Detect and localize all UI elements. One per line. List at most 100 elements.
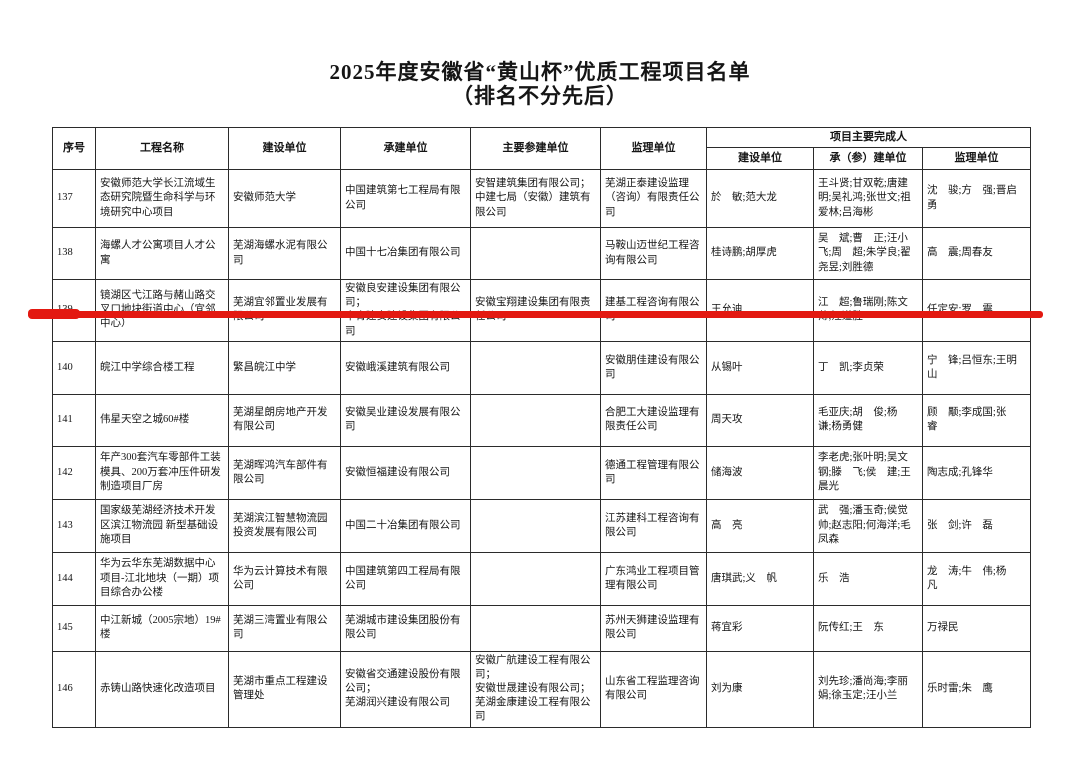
cell-index: 146: [52, 650, 96, 728]
cell-builder: 芜湖滨江智慧物流园投资发展有限公司: [228, 498, 341, 553]
table-row: 137 安徽师范大学长江流域生态研究院暨生命科学与环境研究中心项目 安徽师范大学…: [52, 169, 1032, 228]
cell-participants: 安智建筑集团有限公司； 中建七局（安徽）建筑有限公司: [470, 169, 601, 228]
cell-completer-builder: 周天攻: [706, 393, 814, 447]
col-header-participants: 主要参建单位: [470, 127, 601, 170]
cell-supervisor: 广东鸿业工程项目管理有限公司: [600, 551, 707, 606]
red-underline-annotation: [28, 309, 1043, 319]
table-row: 145 中江新城（2005宗地）19#楼 芜湖三湾置业有限公司 芜湖城市建设集团…: [52, 604, 1032, 652]
cell-participants: 安徽广航建设工程有限公司； 安徽世晟建设有限公司； 芜湖金康建设工程有限公司: [470, 650, 601, 728]
col-header-completers-supervisor: 监理单位: [921, 147, 1032, 170]
cell-completer-supervisor: 龙 涛;牛 伟;杨 凡: [921, 551, 1032, 606]
cell-completer-contractor: 乐 浩: [813, 551, 923, 606]
cell-completer-contractor: 阮传红;王 东: [813, 604, 923, 652]
cell-completer-supervisor: 万禄民: [921, 604, 1032, 652]
cell-builder: 芜湖三湾置业有限公司: [228, 604, 341, 652]
cell-contractor: 安徽良安建设集团有限公司； 中青建安建设集团有限公司: [340, 279, 471, 342]
cell-contractor: 中国建筑第四工程局有限公司: [340, 551, 471, 606]
col-header-index: 序号: [52, 127, 96, 170]
table-row: 141 伟星天空之城60#楼 芜湖星朗房地产开发有限公司 安徽吴业建设发展有限公…: [52, 393, 1032, 447]
cell-index: 141: [52, 393, 96, 447]
cell-index: 138: [52, 227, 96, 280]
cell-completer-supervisor: 宁 锋;吕恒东;王明山: [921, 340, 1032, 395]
cell-completer-supervisor: 任定安;罗 震: [921, 279, 1032, 342]
cell-supervisor: 江苏建科工程咨询有限公司: [600, 498, 707, 553]
cell-completer-contractor: 刘先珍;潘尚海;李丽娟;徐玉定;汪小兰: [813, 650, 923, 728]
cell-project: 皖江中学综合楼工程: [95, 340, 229, 395]
table-row: 140 皖江中学综合楼工程 繁昌皖江中学 安徽峨溪建筑有限公司 安徽朋佳建设有限…: [52, 340, 1032, 395]
cell-project: 华为云华东芜湖数据中心项目-江北地块（一期）项目综合办公楼: [95, 551, 229, 606]
cell-supervisor: 合肥工大建设监理有限责任公司: [600, 393, 707, 447]
cell-completer-contractor: 毛亚庆;胡 俊;杨 谦;杨勇健: [813, 393, 923, 447]
cell-contractor: 安徽吴业建设发展有限公司: [340, 393, 471, 447]
cell-participants: [470, 551, 601, 606]
cell-builder: 芜湖市重点工程建设管理处: [228, 650, 341, 728]
cell-builder: 华为云计算技术有限公司: [228, 551, 341, 606]
table-row: 142 年产300套汽车零部件工装模具、200万套冲压件研发制造项目厂房 芜湖晖…: [52, 445, 1032, 500]
cell-completer-contractor: 吴 斌;曹 正;汪小飞;周 超;朱学良;翟尧昱;刘胜德: [813, 227, 923, 280]
cell-completer-builder: 储海波: [706, 445, 814, 500]
cell-builder: 芜湖海螺水泥有限公司: [228, 227, 341, 280]
cell-contractor: 中国十七冶集团有限公司: [340, 227, 471, 280]
col-header-completers-group: 项目主要完成人: [705, 127, 1032, 148]
table-row: 138 海螺人才公寓项目人才公寓 芜湖海螺水泥有限公司 中国十七冶集团有限公司 …: [52, 227, 1032, 280]
cell-supervisor: 山东省工程监理咨询有限公司: [600, 650, 707, 728]
cell-contractor: 中国建筑第七工程局有限公司: [340, 169, 471, 228]
cell-project: 伟星天空之城60#楼: [95, 393, 229, 447]
cell-participants: 安徽宝翔建设集团有限责任公司: [470, 279, 601, 342]
page-title: 2025年度安徽省“黄山杯”优质工程项目名单: [329, 60, 751, 84]
cell-participants: [470, 445, 601, 500]
cell-completer-contractor: 丁 凯;李贞荣: [813, 340, 923, 395]
project-list-table: 序号 工程名称 建设单位 承建单位 主要参建单位 监理单位 项目主要完成人 建设…: [52, 127, 1032, 728]
col-header-completers-contractor: 承（参）建单位: [813, 147, 923, 170]
cell-completer-builder: 从锡叶: [706, 340, 814, 395]
cell-completer-builder: 高 亮: [706, 498, 814, 553]
cell-index: 144: [52, 551, 96, 606]
cell-project: 国家级芜湖经济技术开发区滨江物流园 新型基础设施项目: [95, 498, 229, 553]
cell-participants: [470, 393, 601, 447]
cell-builder: 安徽师范大学: [228, 169, 341, 228]
cell-supervisor: 德通工程管理有限公司: [600, 445, 707, 500]
cell-project: 安徽师范大学长江流域生态研究院暨生命科学与环境研究中心项目: [95, 169, 229, 228]
cell-index: 142: [52, 445, 96, 500]
cell-project: 海螺人才公寓项目人才公寓: [95, 227, 229, 280]
col-header-project: 工程名称: [95, 127, 229, 170]
cell-contractor: 安徽恒福建设有限公司: [340, 445, 471, 500]
document-title-block: 2025年度安徽省“黄山杯”优质工程项目名单 （排名不分先后）: [0, 60, 1080, 108]
cell-completer-builder: 桂诗鹏;胡厚虎: [706, 227, 814, 280]
cell-project: 镜湖区弋江路与赭山路交叉口地块街道中心（宜邻中心）: [95, 279, 229, 342]
cell-completer-contractor: 王斗贤;甘双乾;唐建明;吴礼鸿;张世文;祖爱林;吕海彬: [813, 169, 923, 228]
table-row: 144 华为云华东芜湖数据中心项目-江北地块（一期）项目综合办公楼 华为云计算技…: [52, 551, 1032, 606]
cell-index: 145: [52, 604, 96, 652]
cell-index: 143: [52, 498, 96, 553]
cell-builder: 芜湖晖鸿汽车部件有限公司: [228, 445, 341, 500]
page-subtitle: （排名不分先后）: [452, 84, 628, 108]
cell-completer-supervisor: 陶志成;孔锋华: [921, 445, 1032, 500]
cell-builder: 芜湖星朗房地产开发有限公司: [228, 393, 341, 447]
cell-supervisor: 安徽朋佳建设有限公司: [600, 340, 707, 395]
cell-builder: 繁昌皖江中学: [228, 340, 341, 395]
cell-completer-builder: 蒋宜彩: [706, 604, 814, 652]
cell-completer-builder: 刘为康: [706, 650, 814, 728]
cell-project: 中江新城（2005宗地）19#楼: [95, 604, 229, 652]
cell-completer-contractor: 李老虎;张叶明;吴文钢;滕 飞;侯 建;王晨光: [813, 445, 923, 500]
cell-completer-builder: 王允迪: [706, 279, 814, 342]
cell-completer-supervisor: 高 震;周春友: [921, 227, 1032, 280]
cell-participants: [470, 498, 601, 553]
cell-completer-supervisor: 顾 颙;李成国;张 睿: [921, 393, 1032, 447]
cell-completer-supervisor: 乐时雷;朱 鹰: [921, 650, 1032, 728]
col-header-contractor: 承建单位: [340, 127, 471, 170]
cell-completer-supervisor: 张 剑;许 磊: [921, 498, 1032, 553]
cell-project: 年产300套汽车零部件工装模具、200万套冲压件研发制造项目厂房: [95, 445, 229, 500]
cell-contractor: 芜湖城市建设集团股份有限公司: [340, 604, 471, 652]
cell-completer-supervisor: 沈 骏;方 强;晋启勇: [921, 169, 1032, 228]
col-header-builder: 建设单位: [228, 127, 341, 170]
cell-supervisor: 马鞍山迈世纪工程咨询有限公司: [600, 227, 707, 280]
cell-index: 140: [52, 340, 96, 395]
cell-participants: [470, 227, 601, 280]
table-row: 143 国家级芜湖经济技术开发区滨江物流园 新型基础设施项目 芜湖滨江智慧物流园…: [52, 498, 1032, 553]
cell-supervisor: 芜湖正泰建设监理（咨询）有限责任公司: [600, 169, 707, 228]
cell-project: 赤铸山路快速化改造项目: [95, 650, 229, 728]
col-header-supervisor: 监理单位: [600, 127, 707, 170]
cell-completer-contractor: 武 强;潘玉奇;侯觉帅;赵志阳;何海洋;毛凤森: [813, 498, 923, 553]
header-row-top: 序号 工程名称 建设单位 承建单位 主要参建单位 监理单位 项目主要完成人: [52, 127, 1032, 170]
